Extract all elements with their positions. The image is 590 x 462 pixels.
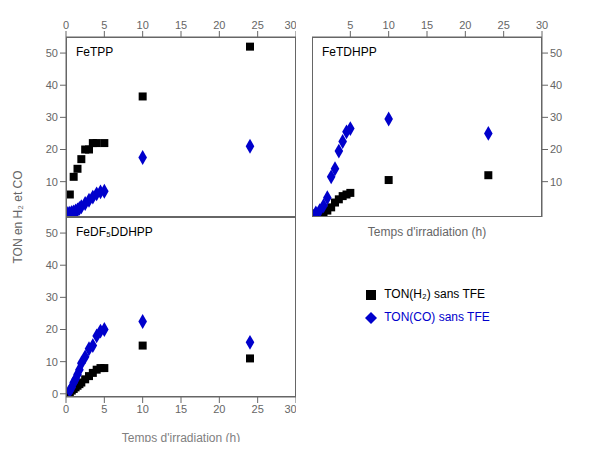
svg-text:15: 15 — [421, 19, 433, 31]
svg-text:50: 50 — [550, 47, 562, 59]
svg-text:15: 15 — [175, 19, 187, 31]
svg-text:10: 10 — [383, 19, 395, 31]
html-text:FeTPP: FeTPP — [76, 45, 114, 59]
svg-text:20: 20 — [46, 143, 58, 155]
svg-text:0: 0 — [52, 388, 58, 400]
svg-text:10: 10 — [46, 176, 58, 188]
svg-text:10: 10 — [46, 356, 58, 368]
svg-text:40: 40 — [550, 79, 562, 91]
svg-text:10: 10 — [137, 403, 149, 415]
svg-text:25: 25 — [498, 19, 510, 31]
svg-text:20: 20 — [213, 19, 225, 31]
html-text:TON(H₂) sans TFE: TON(H₂) sans TFE — [384, 287, 486, 301]
svg-text:10: 10 — [137, 19, 149, 31]
svg-text:0: 0 — [63, 19, 69, 31]
svg-text:30: 30 — [536, 19, 548, 31]
svg-text:20: 20 — [46, 323, 58, 335]
svg-text:15: 15 — [175, 403, 187, 415]
svg-text:50: 50 — [46, 227, 58, 239]
svg-text:30: 30 — [46, 111, 58, 123]
svg-text:5: 5 — [101, 403, 107, 415]
svg-text:30: 30 — [46, 291, 58, 303]
html-text:Temps d'irradiation (h): Temps d'irradiation (h) — [367, 225, 487, 239]
html-text:TON en H₂ et CO: TON en H₂ et CO — [11, 170, 25, 264]
svg-text:40: 40 — [46, 79, 58, 91]
svg-text:20: 20 — [459, 19, 471, 31]
svg-text:0: 0 — [63, 403, 69, 415]
svg-text:30: 30 — [550, 111, 562, 123]
html-text:FeTDHPP: FeTDHPP — [322, 45, 377, 59]
svg-text:Temps d'irradiation (h): Temps d'irradiation (h) — [122, 431, 240, 442]
svg-text:30: 30 — [284, 19, 296, 31]
html-text:TON(CO) sans TFE: TON(CO) sans TFE — [384, 309, 490, 324]
svg-text:20: 20 — [213, 403, 225, 415]
html-text:FeDF₅DDHPP: FeDF₅DDHPP — [76, 225, 153, 239]
svg-text:5: 5 — [347, 19, 353, 31]
svg-text:20: 20 — [550, 143, 562, 155]
svg-text:30: 30 — [284, 403, 296, 415]
svg-text:40: 40 — [46, 259, 58, 271]
svg-text:10: 10 — [550, 176, 562, 188]
svg-text:25: 25 — [252, 403, 264, 415]
svg-text:5: 5 — [101, 19, 107, 31]
svg-text:50: 50 — [46, 47, 58, 59]
svg-text:25: 25 — [252, 19, 264, 31]
